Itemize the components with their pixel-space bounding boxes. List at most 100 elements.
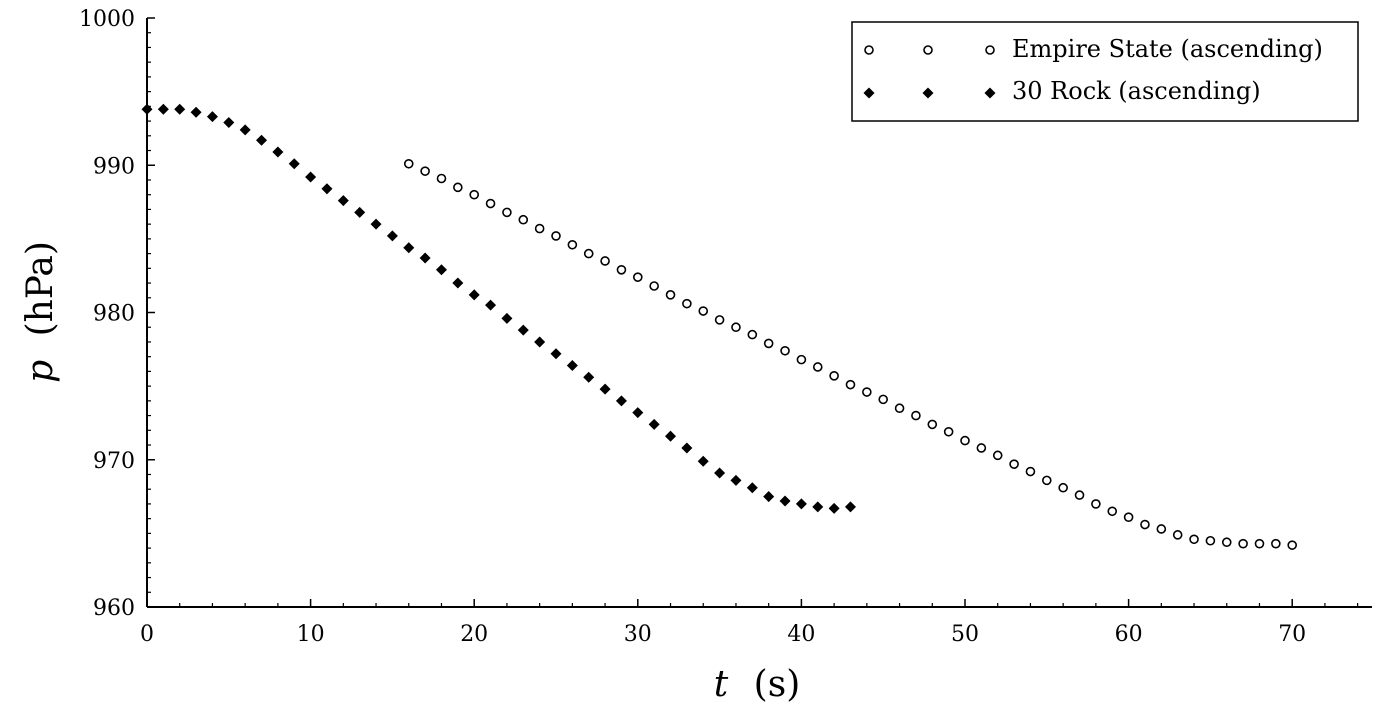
series-1: [141, 103, 856, 514]
data-point: [517, 324, 529, 336]
data-point: [1074, 490, 1085, 500]
data-point: [845, 379, 856, 390]
x-tick-label: 60: [1115, 622, 1143, 647]
data-point: [682, 298, 692, 309]
data-point: [632, 407, 644, 419]
data-point: [763, 491, 775, 503]
data-point: [763, 338, 774, 349]
data-point: [420, 166, 430, 176]
data-point: [583, 371, 595, 383]
data-point: [141, 103, 153, 115]
y-tick-label: 980: [93, 302, 135, 327]
data-point: [534, 223, 545, 234]
data-point: [1123, 512, 1134, 522]
y-tick-label: 1000: [79, 7, 135, 32]
data-point: [354, 206, 366, 218]
data-point: [1058, 482, 1068, 493]
data-point: [1238, 538, 1248, 549]
data-point: [321, 183, 333, 195]
data-point: [992, 450, 1003, 461]
data-point: [223, 117, 235, 129]
data-point: [1205, 535, 1216, 546]
data-point: [452, 277, 464, 289]
data-point: [485, 198, 496, 209]
data-point: [746, 482, 758, 494]
data-point: [795, 498, 807, 510]
data-point: [534, 336, 546, 348]
series-layer: [141, 103, 1297, 550]
data-point: [960, 435, 970, 446]
data-point: [239, 124, 251, 136]
data-point: [600, 256, 610, 266]
data-point: [615, 395, 627, 407]
data-point: [485, 299, 497, 311]
data-point: [501, 312, 513, 324]
data-point: [1254, 538, 1265, 549]
data-point: [649, 281, 659, 291]
data-point: [1025, 466, 1036, 477]
x-tick-label: 0: [140, 622, 154, 647]
data-point: [779, 495, 791, 507]
data-point: [1156, 524, 1167, 534]
data-point: [681, 442, 693, 454]
legend-frame: [851, 21, 1359, 122]
data-point: [844, 501, 856, 513]
data-point: [1221, 537, 1232, 548]
legend-markers: [863, 45, 996, 99]
x-tick-label: 40: [787, 622, 815, 647]
data-point: [518, 214, 529, 225]
data-point: [747, 329, 758, 340]
data-point: [370, 218, 382, 230]
x-tick-label: 30: [624, 622, 652, 647]
legend-marker: [984, 87, 996, 99]
data-point: [731, 322, 741, 333]
data-point: [730, 474, 742, 486]
y-axis-unit: (hPa): [20, 241, 61, 336]
data-point: [665, 290, 676, 300]
data-point: [714, 315, 725, 325]
data-point: [1107, 506, 1118, 517]
data-point: [551, 231, 561, 241]
data-point: [566, 360, 578, 372]
legend-marker: [922, 87, 934, 99]
data-point: [829, 371, 839, 381]
data-point: [927, 419, 938, 430]
legend-label-30-rock: 30 Rock (ascending): [1012, 77, 1261, 105]
data-point: [468, 289, 480, 301]
x-tick-label: 10: [297, 622, 325, 647]
x-tick-label: 70: [1278, 622, 1306, 647]
data-point: [386, 230, 398, 242]
data-point: [419, 252, 431, 264]
data-point: [1287, 540, 1297, 550]
data-point: [305, 171, 317, 183]
ticks: 0 10 20 30 40 50 60 70 960 970 980 990 1000: [79, 7, 1359, 647]
data-point: [403, 242, 415, 254]
data-point: [1042, 475, 1052, 486]
data-point: [288, 158, 300, 170]
legend-marker: [864, 45, 874, 55]
data-point: [502, 207, 512, 218]
data-point: [632, 272, 643, 282]
data-point: [976, 443, 987, 453]
data-point: [469, 189, 480, 200]
x-tick-label: 50: [951, 622, 979, 647]
legend-marker: [923, 45, 933, 55]
x-axis-title: t (s): [714, 664, 801, 705]
data-point: [206, 111, 218, 123]
y-axis-title: p (hPa): [20, 241, 61, 383]
series-0: [403, 158, 1297, 550]
data-point: [1140, 519, 1150, 530]
data-point: [435, 264, 447, 276]
legend-marker: [863, 87, 875, 99]
data-point: [436, 173, 447, 184]
data-point: [1091, 499, 1101, 509]
data-point: [616, 264, 627, 275]
data-point: [256, 134, 268, 146]
data-point: [583, 248, 594, 259]
data-point: [698, 306, 709, 316]
data-point: [665, 430, 677, 442]
data-point: [780, 345, 790, 356]
y-tick-label: 990: [93, 154, 135, 179]
data-point: [550, 348, 562, 360]
